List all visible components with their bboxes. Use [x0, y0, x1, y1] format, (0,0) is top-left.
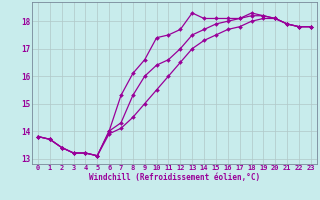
X-axis label: Windchill (Refroidissement éolien,°C): Windchill (Refroidissement éolien,°C) — [89, 173, 260, 182]
